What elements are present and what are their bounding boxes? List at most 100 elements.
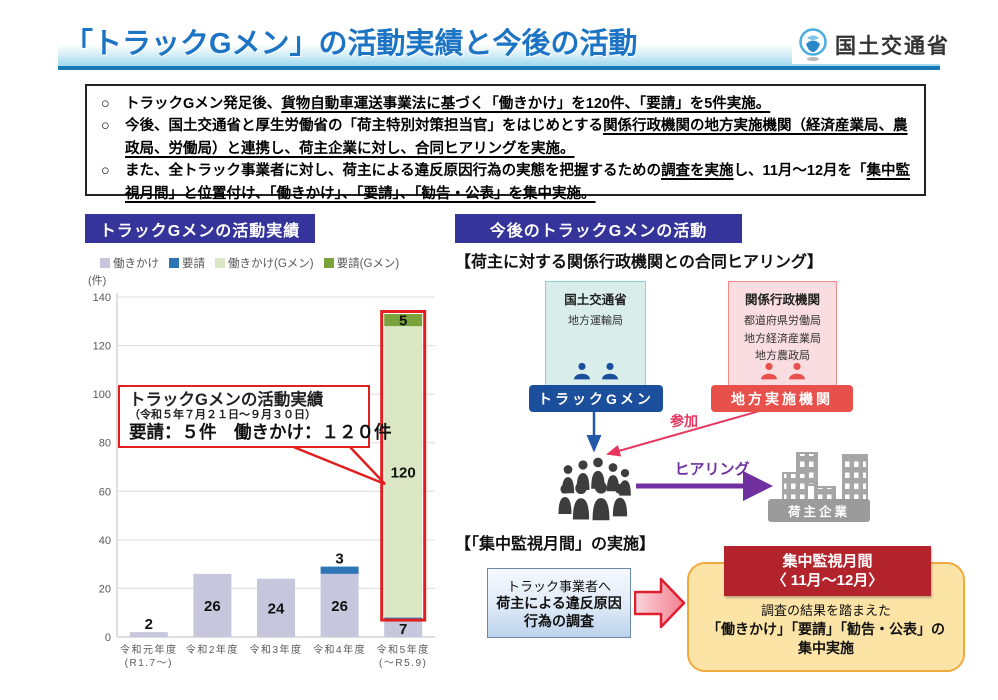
person-icon (760, 362, 777, 380)
mlit-logo-text: 国土交通省 (835, 35, 950, 58)
bar-segment (384, 620, 423, 637)
y-tick-label: 40 (99, 535, 111, 547)
y-tick-label: 80 (99, 438, 111, 450)
participate-label: 参加 (670, 413, 698, 429)
bar-value-label: 5 (399, 313, 407, 330)
chart-annotation: トラックGメンの活動実績 （令和５年７月２１日～９月３０日） 要請：５件 働きか… (118, 385, 392, 448)
legend-label: 働きかけ(Gメン) (228, 258, 314, 270)
x-category-label: 令和4年度 (313, 643, 366, 656)
truck-gmen-pill: トラックGメン (529, 385, 663, 412)
annotation-pointer (290, 444, 386, 486)
annotation-title: トラックGメンの活動実績 (129, 391, 324, 409)
chart-legend: 働きかけ 要請 働きかけ(Gメン) 要請(Gメン) (100, 255, 399, 271)
bullet-text: また、全トラック事業者に対し、荷主による違反原因行為の実態を把握するための (125, 163, 662, 180)
highlight-rect (380, 310, 427, 622)
bar-value-label: 26 (204, 598, 221, 615)
summary-box: ○ トラックGメン発足後、貨物自動車運送事業法に基づく「働きかけ」を120件、「要… (85, 84, 926, 202)
mlit-logo-icon (799, 28, 827, 61)
bullet-text: し、11月～12月を「 (733, 163, 867, 180)
y-tick-label: 0 (105, 632, 111, 644)
left-section-title: トラックGメンの活動実績 (85, 214, 315, 243)
legend-swatch (215, 258, 225, 268)
legend-label: 働きかけ (113, 258, 159, 270)
related-person-icons (729, 361, 836, 381)
related-org-sub1: 都道府県労働局 (744, 315, 821, 327)
mlit-org-title: 国土交通省 (564, 293, 627, 307)
bullet-text-underlined: 集中監視月間」と位置付け、「働きかけ」、「要請」、「勧告・公表」を集中実施。 (125, 163, 911, 202)
mlit-org-sub: 地方運輸局 (568, 315, 623, 327)
bullet-marker: ○ (101, 118, 110, 135)
person-icon (601, 362, 618, 380)
bullet-text: 今後、国土交通省と厚生労働省の「荷主特別対策担当官」をはじめとする (125, 118, 604, 135)
x-category-label: 令和2年度 (186, 643, 239, 656)
bullet-text-underlined: 関係行政機関の地方実施機関（経済産業局、農政局、労働局）と連携し、荷主企業に対し… (125, 118, 908, 157)
x-category-label: 令和3年度 (249, 643, 302, 656)
bar-segment (257, 578, 295, 637)
related-org-sub2: 地方経済産業局 (744, 332, 821, 345)
annotation-period: （令和５年７月２１日～９月３０日） (129, 409, 316, 422)
summary-bullet: ○ 今後、国土交通省と厚生労働省の「荷主特別対策担当官」をはじめとする関係行政機関… (101, 115, 912, 160)
x-category-label: 令和元年度 (120, 643, 178, 656)
legend-item: 要請(Gメン) (323, 255, 400, 271)
shipper-label: 荷主企業 (768, 499, 870, 522)
page-title: 「トラックGメン」の活動実績と今後の活動 (64, 28, 638, 60)
mlit-org-box: 国土交通省 地方運輸局 (545, 281, 646, 386)
bullet-marker: ○ (101, 96, 110, 112)
bar-value-label: 120 (391, 464, 416, 481)
block-arrow-icon (634, 577, 686, 629)
legend-item: 働きかけ(Gメン) (215, 255, 314, 271)
bar-value-label: 2 (145, 616, 153, 633)
bullet-text: トラックGメン発足後、 (125, 96, 282, 112)
survey-line3: 行為の調査 (524, 612, 594, 629)
bullet-marker: ○ (101, 163, 110, 180)
person-icon (788, 362, 805, 380)
x-category-label: 令和5年度 (377, 643, 430, 656)
regional-agency-pill: 地方実施機関 (711, 385, 853, 412)
bar-value-label: 24 (268, 600, 285, 617)
bar-segment (193, 573, 232, 637)
legend-label: 要請(Gメン) (336, 258, 400, 270)
monitoring-body: 調査の結果を踏まえた 「働きかけ」「要請」「勧告・公表」の 集中実施 (690, 602, 962, 658)
bar-segment (320, 566, 359, 574)
bar-value-label: 3 (335, 551, 343, 568)
legend-swatch (100, 258, 110, 268)
annotation-values: 要請：５件 働きかけ：１２０件 (129, 422, 392, 443)
legend-swatch (169, 258, 179, 268)
summary-bullet: ○ トラックGメン発足後、貨物自動車運送事業法に基づく「働きかけ」を120件、「要… (101, 93, 912, 115)
mlit-logo: 国土交通省 (792, 26, 956, 64)
activity-bar-chart: 0 20 40 60 80 100 120 140 2 令和元年度 (R1.7～) 26 令和2年度 24… (93, 292, 435, 669)
summary-bullets: ○ トラックGメン発足後、貨物自動車運送事業法に基づく「働きかけ」を120件、「要… (101, 93, 912, 205)
monitoring-month-badge: 集中監視月間 〈 11月～12月〉 (724, 546, 931, 596)
regional-participate-arrow (606, 407, 771, 457)
survey-line2: 荷主による違反原因 (496, 595, 622, 611)
y-tick-label: 60 (99, 486, 111, 498)
bar-value-label: 26 (331, 598, 348, 615)
y-tick-label: 100 (93, 389, 111, 401)
right-section-title: 今後のトラックGメンの活動 (455, 214, 742, 243)
monitoring-body-line3: 集中実施 (798, 640, 854, 657)
hearing-section-title: 【荷主に対する関係行政機関との合同ヒアリング】 (455, 254, 823, 271)
gmen-crowd-icon (558, 457, 631, 521)
diagram-arrows: 参加 ヒアリング (586, 406, 773, 501)
bar-segment (320, 573, 359, 637)
person-icon (573, 362, 590, 380)
legend-item: 働きかけ (100, 255, 159, 271)
badge-line1: 集中監視月間 (782, 552, 873, 570)
related-org-sub3: 地方農政局 (755, 350, 810, 363)
bar-value-label: 7 (399, 621, 407, 638)
badge-line2: 〈 11月～12月〉 (771, 572, 884, 589)
related-org-box: 関係行政機関 都道府県労働局 地方経済産業局 地方農政局 (728, 281, 837, 386)
monitoring-body-line1: 調査の結果を踏まえた (760, 603, 891, 618)
y-tick-label: 20 (99, 583, 111, 595)
bullet-text-underlined: 調査を実施 (661, 163, 734, 180)
summary-bullet: ○ また、全トラック事業者に対し、荷主による違反原因行為の実態を把握するための調査… (101, 160, 912, 205)
related-org-title: 関係行政機関 (744, 293, 820, 307)
y-tick-label: 140 (93, 292, 111, 304)
monitoring-body-line2: 「働きかけ」「要請」「勧告・公表」の (707, 621, 945, 638)
legend-swatch (323, 258, 334, 268)
legend-item: 要請 (169, 255, 205, 271)
bar-segment (384, 314, 423, 327)
survey-box: トラック事業者へ 荷主による違反原因 行為の調査 (487, 568, 631, 638)
y-axis-unit: (件) (88, 275, 107, 287)
